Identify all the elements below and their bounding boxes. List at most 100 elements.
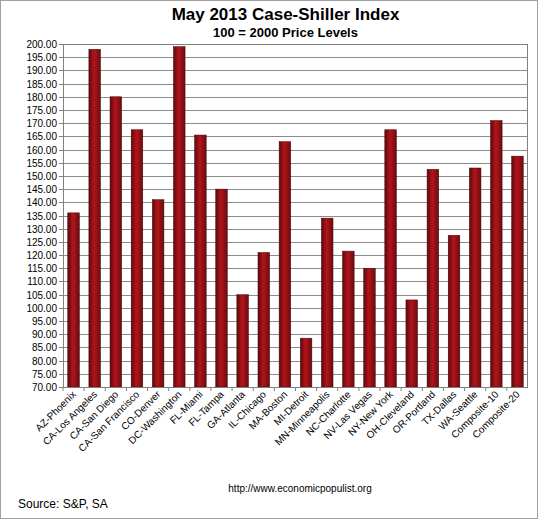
bar — [385, 130, 397, 387]
tick-label: 125.00 — [26, 237, 57, 248]
tick-mark — [59, 321, 63, 322]
x-tick-mark — [485, 387, 486, 391]
tick-label: 160.00 — [26, 145, 57, 156]
tick-label: 90.00 — [32, 329, 57, 340]
x-tick-mark — [316, 387, 317, 391]
bar — [364, 268, 376, 387]
bar — [469, 168, 481, 387]
tick-mark — [59, 255, 63, 256]
bar — [343, 251, 355, 387]
tick-mark — [59, 189, 63, 190]
bar — [300, 338, 312, 387]
grid-line — [63, 70, 528, 71]
tick-mark — [59, 202, 63, 203]
tick-mark — [59, 281, 63, 282]
plot-area — [63, 44, 528, 387]
tick-label: 180.00 — [26, 92, 57, 103]
tick-label: 105.00 — [26, 290, 57, 301]
tick-label: 150.00 — [26, 171, 57, 182]
tick-label: 120.00 — [26, 250, 57, 261]
tick-label: 130.00 — [26, 224, 57, 235]
x-tick-mark — [337, 387, 338, 391]
x-tick-mark — [295, 387, 296, 391]
x-tick-mark — [63, 387, 64, 391]
tick-label: 100.00 — [26, 303, 57, 314]
x-tick-mark — [147, 387, 148, 391]
tick-label: 70.00 — [32, 382, 57, 393]
x-tick-mark — [168, 387, 169, 391]
bar — [321, 218, 333, 387]
x-tick-mark — [84, 387, 85, 391]
bar — [237, 295, 249, 387]
tick-mark — [59, 361, 63, 362]
x-tick-mark — [274, 387, 275, 391]
x-tick-mark — [232, 387, 233, 391]
tick-label: 165.00 — [26, 131, 57, 142]
tick-mark — [59, 57, 63, 58]
tick-label: 195.00 — [26, 52, 57, 63]
tick-mark — [59, 387, 63, 388]
tick-mark — [59, 97, 63, 98]
tick-mark — [59, 295, 63, 296]
subtitle: 100 = 2000 Price Levels — [213, 25, 358, 40]
x-tick-mark — [105, 387, 106, 391]
tick-mark — [59, 136, 63, 137]
tick-mark — [59, 268, 63, 269]
bars — [68, 47, 523, 387]
bar — [173, 47, 185, 387]
tick-mark — [59, 176, 63, 177]
bar — [406, 300, 418, 387]
tick-mark — [59, 163, 63, 164]
tick-mark — [59, 44, 63, 45]
y-axis: 70.0075.0080.0085.0090.0095.00100.00105.… — [26, 39, 63, 393]
chart-frame — [1, 1, 538, 519]
bar — [131, 130, 143, 387]
plot-frame — [64, 45, 528, 388]
tick-label: 185.00 — [26, 79, 57, 90]
tick-label: 95.00 — [32, 316, 57, 327]
bar — [427, 169, 439, 387]
x-tick-mark — [506, 387, 507, 391]
tick-label: 115.00 — [27, 263, 57, 274]
tick-label: 200.00 — [26, 39, 57, 50]
bar — [195, 135, 207, 387]
tick-mark — [59, 70, 63, 71]
url-note: http://www.economicpopulist.org — [228, 483, 371, 494]
bar — [258, 252, 270, 387]
x-tick-mark — [422, 387, 423, 391]
title: May 2013 Case-Shiller Index — [172, 5, 400, 24]
tick-mark — [59, 84, 63, 85]
bar — [490, 121, 502, 387]
x-axis: AZ-PhoenixCA-Los AngelesCA-San DiegoCA-S… — [33, 387, 522, 454]
grid-line — [63, 84, 528, 85]
tick-label: 135.00 — [26, 211, 57, 222]
tick-label: 75.00 — [32, 369, 57, 380]
category-label: Composite-20 — [470, 388, 522, 440]
chart: 70.0075.0080.0085.0090.0095.00100.00105.… — [0, 0, 538, 519]
tick-label: 155.00 — [26, 158, 57, 169]
tick-label: 140.00 — [26, 197, 57, 208]
tick-mark — [59, 347, 63, 348]
grid-line — [63, 110, 528, 111]
tick-mark — [59, 242, 63, 243]
x-tick-mark — [443, 387, 444, 391]
bar — [279, 142, 291, 387]
tick-mark — [59, 216, 63, 217]
x-tick-mark — [253, 387, 254, 391]
x-tick-mark — [210, 387, 211, 391]
x-tick-mark — [401, 387, 402, 391]
x-tick-mark — [358, 387, 359, 391]
tick-label: 190.00 — [26, 65, 57, 76]
tick-mark — [59, 123, 63, 124]
tick-mark — [59, 334, 63, 335]
tick-label: 85.00 — [32, 342, 57, 353]
bar — [110, 97, 122, 387]
tick-mark — [59, 229, 63, 230]
tick-label: 145.00 — [26, 184, 57, 195]
source-note: Source: S&P, SA — [18, 497, 108, 511]
tick-mark — [59, 110, 63, 111]
bar — [512, 156, 524, 387]
grid-line — [63, 123, 528, 124]
tick-mark — [59, 374, 63, 375]
x-tick-mark — [464, 387, 465, 391]
